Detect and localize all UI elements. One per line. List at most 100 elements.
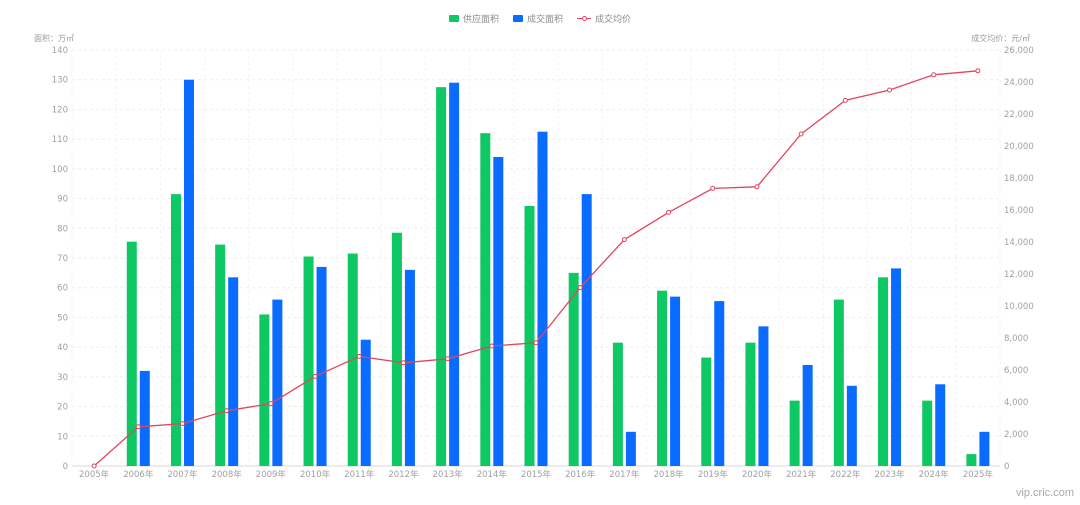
- x-tick-label: 2017年: [609, 469, 640, 480]
- legend-swatch-supply: [448, 15, 459, 22]
- legend-swatch-price: [577, 15, 591, 22]
- bar-supply: [789, 400, 800, 466]
- y-left-tick-label: 80: [57, 224, 68, 234]
- price-point: [798, 131, 804, 137]
- y-left-tick-label: 40: [57, 343, 68, 353]
- price-point: [312, 373, 318, 379]
- x-tick-label: 2016年: [565, 469, 596, 480]
- bar-deal: [493, 156, 504, 466]
- price-point: [91, 463, 97, 469]
- bar-supply: [259, 314, 270, 466]
- bar-supply: [524, 206, 535, 466]
- bar-deal: [714, 301, 725, 466]
- legend-item-supply[interactable]: 供应面积: [448, 12, 499, 25]
- bar-supply: [657, 290, 668, 466]
- price-point: [710, 185, 716, 191]
- bar-supply: [126, 241, 137, 466]
- y-right-tick-label: 24,000: [1004, 78, 1034, 88]
- price-point: [577, 285, 583, 291]
- price-point: [489, 343, 495, 349]
- bar-supply: [480, 133, 491, 466]
- y-left-tick-label: 130: [52, 76, 68, 86]
- bar-deal: [228, 277, 239, 466]
- bar-deal: [581, 194, 592, 466]
- price-point: [445, 356, 451, 362]
- x-tick-label: 2005年: [79, 469, 110, 480]
- legend: 供应面积 成交面积 成交均价: [0, 12, 1080, 25]
- bar-supply: [170, 194, 181, 466]
- y-right-axis-title: 成交均价：元/㎡: [971, 34, 1030, 43]
- price-point: [621, 237, 627, 243]
- bar-deal: [625, 431, 636, 466]
- y-left-tick-label: 70: [57, 254, 68, 264]
- bar-deal: [537, 131, 548, 466]
- bar-supply: [215, 244, 226, 466]
- bar-supply: [568, 272, 579, 466]
- bar-supply: [878, 277, 889, 466]
- price-point: [268, 401, 274, 407]
- bar-supply: [701, 357, 712, 466]
- y-right-tick-label: 12,000: [1004, 270, 1034, 280]
- y-right-tick-label: 4,000: [1004, 398, 1028, 408]
- bar-supply: [833, 299, 844, 466]
- x-tick-label: 2024年: [919, 469, 950, 480]
- y-right-tick-label: 2,000: [1004, 430, 1028, 440]
- price-point: [754, 184, 760, 190]
- bar-deal: [272, 299, 283, 466]
- y-right-tick-label: 22,000: [1004, 110, 1034, 120]
- y-right-tick-label: 18,000: [1004, 174, 1034, 184]
- x-tick-label: 2008年: [212, 469, 243, 480]
- bar-deal: [360, 339, 371, 466]
- bar-deal: [979, 431, 990, 466]
- y-right-tick-label: 8,000: [1004, 334, 1028, 344]
- price-point: [887, 87, 893, 93]
- price-point: [400, 360, 406, 366]
- x-tick-label: 2006年: [123, 469, 154, 480]
- x-tick-label: 2022年: [830, 469, 861, 480]
- price-point: [356, 353, 362, 359]
- bar-deal: [935, 384, 946, 466]
- bar-supply: [922, 400, 933, 466]
- x-tick-label: 2025年: [963, 469, 994, 480]
- y-right-tick-label: 16,000: [1004, 206, 1034, 216]
- watermark: vip.cric.com: [1015, 487, 1074, 499]
- x-tick-label: 2018年: [654, 469, 685, 480]
- y-left-tick-label: 100: [52, 165, 68, 175]
- price-point: [179, 421, 185, 427]
- y-right-tick-label: 6,000: [1004, 366, 1028, 376]
- y-left-tick-label: 120: [52, 105, 68, 115]
- bar-deal: [670, 296, 681, 466]
- bar-supply: [303, 256, 314, 466]
- y-right-tick-label: 14,000: [1004, 238, 1034, 248]
- price-point: [224, 408, 230, 414]
- price-point: [931, 72, 937, 78]
- y-left-tick-label: 20: [57, 403, 68, 413]
- legend-label-price: 成交均价: [595, 15, 632, 25]
- bar-supply: [745, 342, 756, 466]
- price-point: [842, 97, 848, 103]
- bar-supply: [391, 232, 402, 466]
- y-left-tick-label: 0: [63, 462, 68, 472]
- y-right-tick-label: 26,000: [1004, 46, 1034, 56]
- bar-deal: [891, 268, 902, 466]
- y-left-tick-label: 10: [57, 432, 68, 442]
- x-tick-label: 2015年: [521, 469, 552, 480]
- y-right-tick-label: 10,000: [1004, 302, 1034, 312]
- legend-item-deal[interactable]: 成交面积: [512, 12, 563, 25]
- x-tick-label: 2012年: [388, 469, 419, 480]
- x-tick-label: 2013年: [433, 469, 464, 480]
- bar-supply: [966, 454, 977, 466]
- x-tick-label: 2014年: [477, 469, 508, 480]
- legend-item-price[interactable]: 成交均价: [577, 12, 631, 25]
- price-point: [666, 209, 672, 215]
- legend-label-supply: 供应面积: [462, 15, 499, 25]
- price-point: [975, 68, 981, 74]
- price-point: [533, 340, 539, 346]
- x-tick-label: 2020年: [742, 469, 773, 480]
- x-tick-label: 2010年: [300, 469, 331, 480]
- bar-deal: [846, 385, 857, 466]
- y-left-axis-title: 面积：万㎡: [34, 34, 74, 43]
- y-right-tick-label: 20,000: [1004, 142, 1034, 152]
